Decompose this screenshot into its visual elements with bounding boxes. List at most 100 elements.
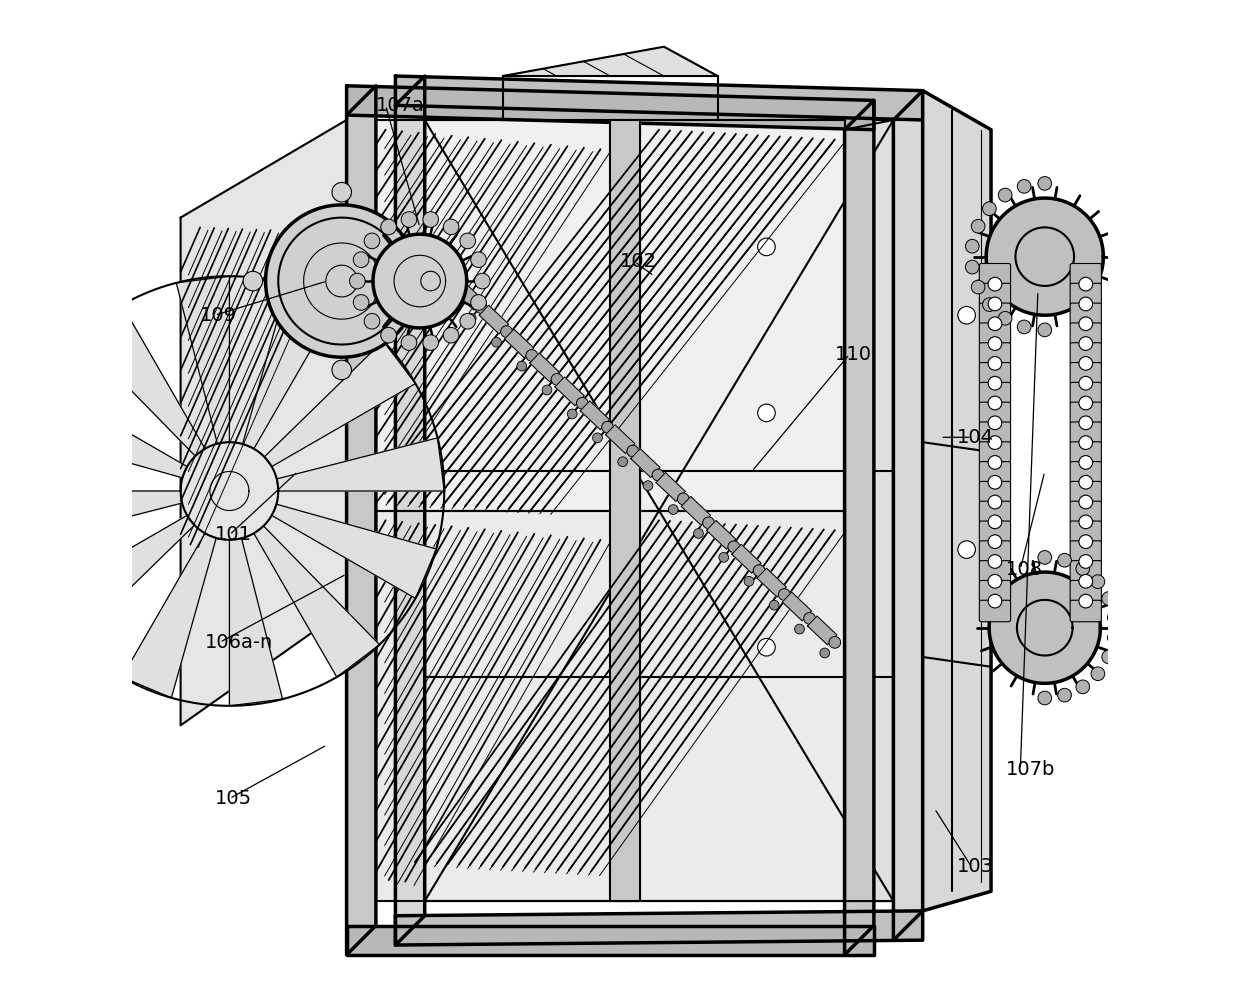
Polygon shape [707,520,735,549]
Circle shape [988,535,1002,549]
Circle shape [728,541,740,553]
Text: 110: 110 [835,345,872,363]
Circle shape [1079,416,1092,430]
Polygon shape [347,925,874,955]
Text: 101: 101 [215,525,252,544]
Circle shape [966,260,980,274]
FancyBboxPatch shape [1070,283,1101,304]
FancyBboxPatch shape [980,303,1011,325]
Polygon shape [122,533,216,698]
Polygon shape [376,120,844,511]
FancyBboxPatch shape [1070,442,1101,464]
Circle shape [988,594,1002,608]
Circle shape [1102,592,1116,605]
Circle shape [988,495,1002,509]
Circle shape [1076,562,1090,575]
FancyBboxPatch shape [1070,600,1101,622]
Circle shape [593,433,603,443]
Circle shape [1079,574,1092,588]
Circle shape [1091,574,1105,588]
Circle shape [998,189,1012,202]
Polygon shape [986,198,1104,315]
Polygon shape [347,85,376,955]
Polygon shape [181,120,347,726]
FancyBboxPatch shape [1070,343,1101,364]
Circle shape [744,576,754,586]
Circle shape [466,313,476,323]
Circle shape [381,327,397,343]
Circle shape [804,613,816,625]
Circle shape [988,456,1002,469]
Circle shape [971,280,985,294]
FancyBboxPatch shape [1070,541,1101,563]
FancyBboxPatch shape [980,382,1011,404]
Circle shape [795,625,805,634]
Circle shape [1076,680,1090,693]
FancyBboxPatch shape [980,580,1011,602]
FancyBboxPatch shape [980,283,1011,304]
Polygon shape [529,354,559,382]
Circle shape [758,238,775,255]
Polygon shape [503,47,718,76]
Circle shape [1079,594,1092,608]
Circle shape [1079,555,1092,569]
Circle shape [988,356,1002,370]
Polygon shape [347,85,874,130]
Circle shape [677,493,689,505]
Circle shape [1079,337,1092,351]
Polygon shape [396,76,923,120]
Circle shape [423,335,439,351]
FancyBboxPatch shape [1070,561,1101,582]
Text: 107b: 107b [1006,760,1055,779]
Text: 104: 104 [957,428,994,447]
Polygon shape [229,538,283,706]
Polygon shape [272,504,436,598]
Polygon shape [893,90,923,940]
FancyBboxPatch shape [980,462,1011,483]
Circle shape [365,313,379,329]
FancyBboxPatch shape [980,541,1011,563]
Polygon shape [22,384,187,478]
Circle shape [668,505,678,515]
Circle shape [820,648,830,658]
Circle shape [1091,667,1105,681]
Circle shape [577,398,588,409]
Circle shape [475,301,487,313]
Circle shape [1079,277,1092,291]
FancyBboxPatch shape [980,323,1011,345]
Polygon shape [681,497,711,525]
Circle shape [542,385,552,395]
FancyBboxPatch shape [980,481,1011,503]
FancyBboxPatch shape [980,600,1011,622]
FancyBboxPatch shape [980,362,1011,384]
Circle shape [758,638,775,656]
Polygon shape [264,341,415,466]
Circle shape [1079,376,1092,390]
FancyBboxPatch shape [1070,521,1101,542]
FancyBboxPatch shape [1070,501,1101,522]
Circle shape [1079,456,1092,469]
Circle shape [1079,475,1092,489]
Polygon shape [556,377,584,406]
Circle shape [982,298,996,311]
FancyBboxPatch shape [1070,481,1101,503]
Circle shape [758,405,775,421]
Polygon shape [844,100,874,955]
Circle shape [769,600,779,610]
Polygon shape [580,401,610,429]
FancyBboxPatch shape [1070,303,1101,325]
Polygon shape [43,516,195,641]
Circle shape [988,574,1002,588]
Circle shape [551,373,563,385]
Circle shape [1079,515,1092,528]
FancyBboxPatch shape [980,343,1011,364]
FancyBboxPatch shape [1070,403,1101,423]
Circle shape [1058,554,1071,567]
Circle shape [988,337,1002,351]
Circle shape [491,338,501,347]
Circle shape [988,515,1002,528]
Circle shape [1079,298,1092,310]
FancyBboxPatch shape [980,442,1011,464]
Circle shape [243,271,263,291]
FancyBboxPatch shape [980,403,1011,423]
